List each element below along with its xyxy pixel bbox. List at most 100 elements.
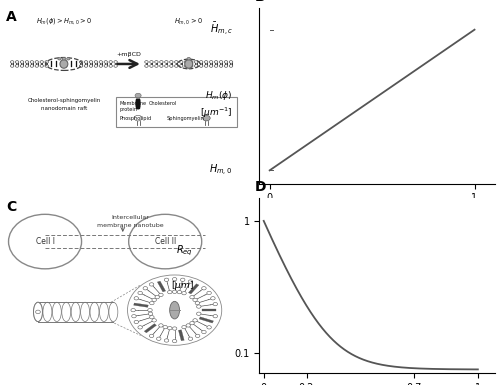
Circle shape: [214, 65, 218, 67]
Circle shape: [99, 61, 102, 63]
Circle shape: [128, 214, 202, 269]
Circle shape: [138, 291, 142, 295]
Circle shape: [210, 61, 213, 63]
Circle shape: [172, 278, 177, 281]
Circle shape: [135, 93, 141, 98]
Circle shape: [143, 286, 148, 290]
Circle shape: [172, 290, 177, 293]
Circle shape: [58, 57, 61, 60]
Circle shape: [150, 316, 154, 319]
Circle shape: [158, 293, 163, 296]
Circle shape: [184, 61, 188, 63]
Text: $\bar{H}_{m,c}$: $\bar{H}_{m,c}$: [210, 21, 233, 38]
Circle shape: [220, 65, 223, 67]
Circle shape: [144, 61, 148, 63]
Circle shape: [155, 295, 160, 299]
Circle shape: [194, 61, 198, 63]
Circle shape: [196, 305, 201, 308]
Circle shape: [40, 61, 43, 63]
Circle shape: [134, 296, 138, 300]
Circle shape: [170, 61, 173, 63]
Circle shape: [66, 57, 70, 60]
Text: A: A: [6, 10, 17, 24]
Bar: [136, 99, 140, 109]
Text: Intercellular: Intercellular: [111, 215, 149, 220]
Bar: [51, 61, 52, 67]
Circle shape: [196, 334, 200, 338]
Circle shape: [80, 61, 83, 63]
Circle shape: [174, 65, 178, 67]
Circle shape: [84, 61, 88, 63]
Circle shape: [174, 61, 178, 63]
Text: Cell I: Cell I: [36, 237, 54, 246]
Text: D: D: [254, 180, 266, 194]
Circle shape: [182, 325, 186, 329]
Circle shape: [164, 339, 169, 342]
Text: C: C: [6, 200, 16, 214]
Ellipse shape: [60, 60, 68, 68]
Text: $R_{eq}$: $R_{eq}$: [176, 243, 194, 258]
Circle shape: [35, 65, 38, 67]
Bar: [178, 330, 184, 341]
Circle shape: [90, 61, 92, 63]
Text: protein: protein: [120, 107, 138, 112]
Bar: [56, 61, 57, 67]
Circle shape: [188, 280, 192, 283]
Circle shape: [210, 296, 215, 300]
Circle shape: [168, 326, 172, 330]
Circle shape: [224, 61, 228, 63]
Circle shape: [160, 65, 163, 67]
Circle shape: [230, 65, 233, 67]
Circle shape: [62, 57, 66, 60]
Circle shape: [25, 61, 28, 63]
Circle shape: [45, 61, 48, 63]
Circle shape: [134, 320, 138, 324]
Circle shape: [202, 286, 206, 290]
Circle shape: [10, 65, 14, 67]
Circle shape: [16, 65, 19, 67]
Circle shape: [164, 61, 168, 63]
Circle shape: [158, 324, 163, 327]
Circle shape: [202, 330, 206, 334]
Circle shape: [164, 278, 169, 281]
Circle shape: [186, 324, 190, 327]
Bar: [188, 284, 199, 294]
Circle shape: [188, 337, 192, 340]
Circle shape: [154, 65, 158, 67]
Circle shape: [170, 65, 173, 67]
Circle shape: [109, 65, 112, 67]
Circle shape: [194, 65, 198, 67]
Circle shape: [195, 301, 200, 305]
Circle shape: [150, 334, 154, 338]
Circle shape: [10, 61, 14, 63]
Circle shape: [180, 278, 185, 281]
Text: Cell II: Cell II: [154, 237, 176, 246]
Text: membrane nanotube: membrane nanotube: [96, 223, 163, 228]
Circle shape: [150, 301, 154, 305]
Text: $[\mu m]$: $[\mu m]$: [170, 279, 194, 292]
Text: $H_m(\phi)$
$[\mu m^{-1}]$: $H_m(\phi)$ $[\mu m^{-1}]$: [200, 89, 233, 121]
Bar: [66, 61, 67, 67]
Circle shape: [164, 65, 168, 67]
Text: B: B: [254, 0, 266, 4]
Circle shape: [190, 61, 193, 63]
Circle shape: [168, 290, 172, 294]
Circle shape: [156, 337, 161, 340]
Text: $H_m(\phi) > H_{m,0} > 0$: $H_m(\phi) > H_{m,0} > 0$: [36, 16, 92, 26]
Circle shape: [154, 295, 196, 326]
Bar: [61, 61, 62, 67]
Circle shape: [190, 321, 194, 325]
Circle shape: [200, 61, 203, 63]
Circle shape: [152, 298, 156, 301]
Circle shape: [182, 291, 186, 295]
Bar: [116, 97, 237, 127]
Circle shape: [200, 65, 203, 67]
Circle shape: [148, 312, 152, 315]
Circle shape: [94, 61, 98, 63]
Circle shape: [184, 65, 188, 67]
Circle shape: [35, 61, 38, 63]
Circle shape: [180, 61, 183, 63]
Circle shape: [131, 308, 136, 312]
Circle shape: [220, 61, 223, 63]
Circle shape: [132, 315, 136, 318]
